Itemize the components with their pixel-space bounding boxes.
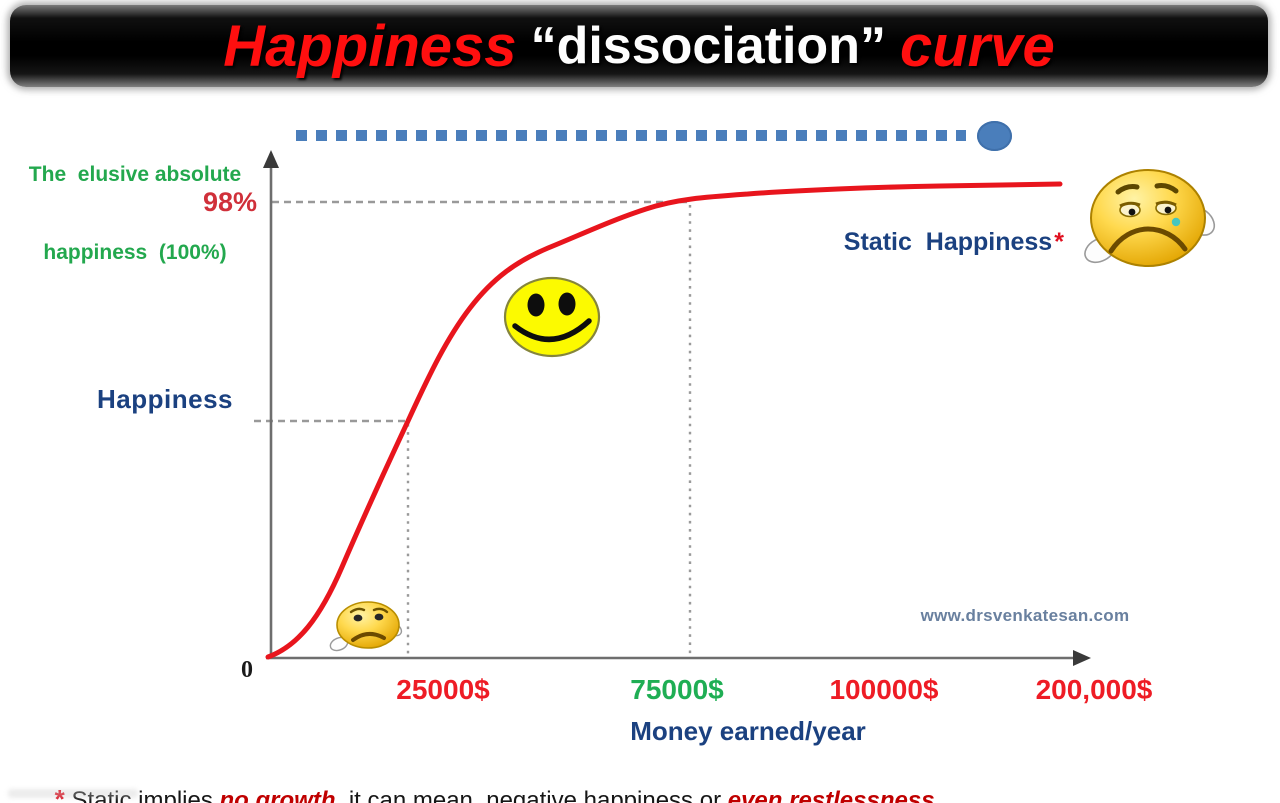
absolute-happiness-note: The elusive absolute happiness (100%) — [4, 110, 266, 318]
footnote-emphasis-1: no growth — [219, 787, 336, 803]
faint-watermark — [8, 789, 138, 798]
footnote-text-2: ,it can mean negative happiness or — [335, 787, 728, 803]
x-axis-arrow-icon — [1073, 650, 1091, 666]
absolute-happiness-line2: happiness (100%) — [43, 241, 227, 264]
dotted-line-end-circle-icon — [977, 121, 1012, 151]
x-tick-200000: 200,000$ — [1035, 674, 1153, 705]
static-happiness-label: Static Happiness* — [816, 199, 1064, 286]
happy-smiley-icon — [503, 276, 601, 358]
crying-smiley-icon — [1084, 169, 1216, 267]
absolute-happiness-line1: The elusive absolute — [28, 163, 242, 186]
static-happiness-text: Static Happiness — [843, 228, 1053, 256]
sad-smiley-icon — [329, 601, 403, 652]
static-happiness-asterisk: * — [1054, 228, 1064, 256]
happiness-curve — [265, 181, 1063, 660]
origin-label: 0 — [241, 657, 253, 683]
title-word-curve: curve — [899, 13, 1055, 79]
y-axis-label: Happiness — [97, 384, 233, 414]
x-tick-25000: 25000$ — [396, 674, 490, 705]
title-word-dissociation: “dissociation” — [530, 17, 886, 75]
footnote: * Static implies no growth ,it can mean … — [28, 756, 935, 803]
x-tick-75000: 75000$ — [630, 674, 724, 705]
footnote-text-1: Static implies — [64, 787, 220, 803]
absolute-happiness-dotted-line — [296, 130, 966, 141]
x-tick-100000: 100000$ — [829, 674, 939, 705]
y-98pct-label: 98% — [203, 187, 258, 217]
title-word-happiness: Happiness — [223, 13, 517, 79]
y-axis-arrow-icon — [263, 150, 279, 168]
website-url: www.drsvenkatesan.com — [920, 606, 1130, 625]
footnote-emphasis-2: even restlessness — [727, 787, 935, 803]
x-axis-title: Money earned/year — [630, 716, 866, 746]
title-banner: Happiness “dissociation” curve — [10, 5, 1268, 87]
footnote-asterisk: * — [54, 784, 65, 803]
